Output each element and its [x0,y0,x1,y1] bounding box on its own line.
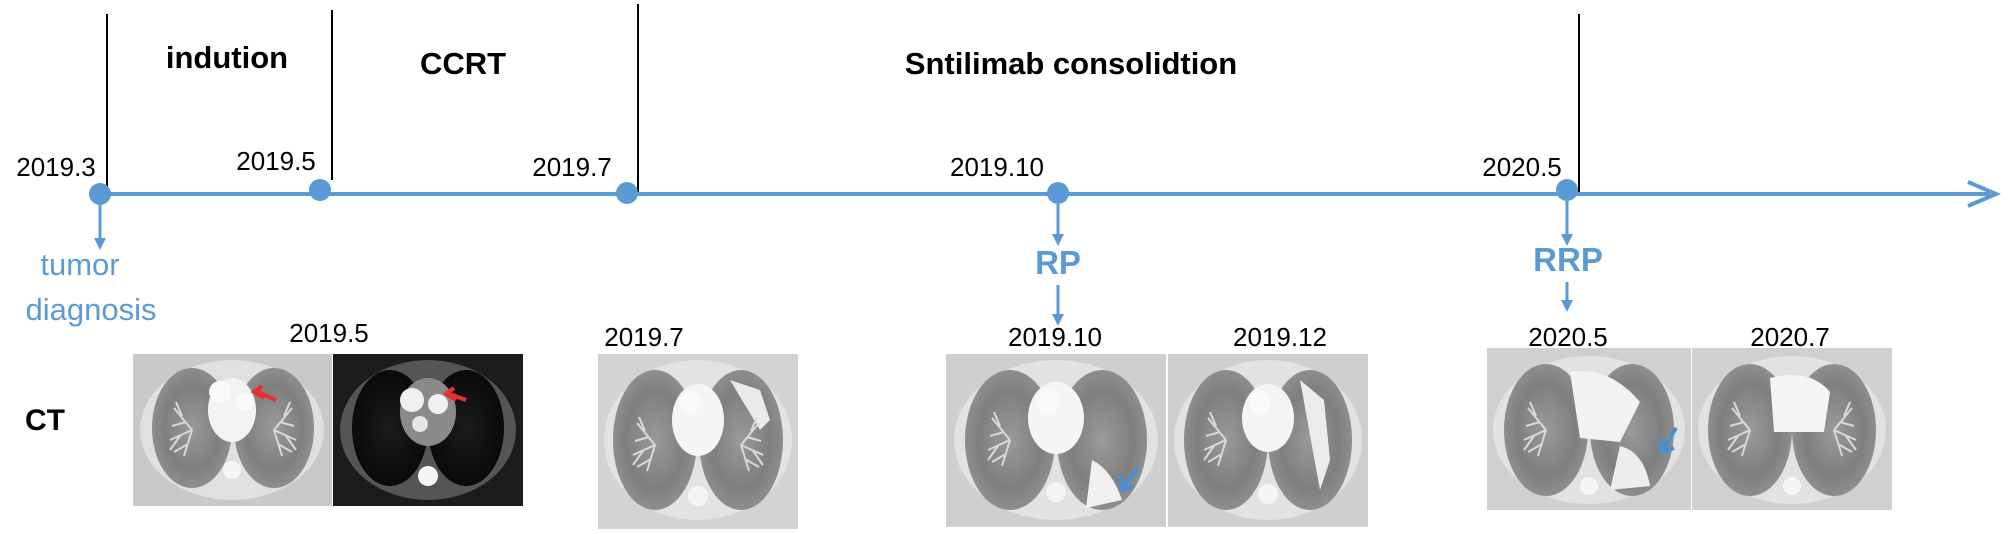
timeline-date-label: 2019.3 [16,152,96,182]
timeline-point-2019-7 [616,182,638,204]
rrp-label: RRP [1533,241,1603,278]
ct-date-label: 2019.12 [1233,322,1327,352]
diagnosis-label-line2: diagnosis [26,292,157,327]
ct-image-2019-7 [598,354,798,529]
ct-row-label: CT [25,404,65,437]
timeline-date-label: 2019.10 [950,152,1044,182]
timeline-arrowhead [1967,180,2002,208]
ct-image-2019-12 [1168,354,1368,527]
ct-image-2019-10 [946,354,1166,527]
phase-label-induction: indution [166,40,288,75]
ct-image-2020-7 [1692,348,1892,510]
timeline-date-label: 2019.7 [532,152,612,182]
timeline-date-label: 2019.5 [236,146,316,176]
ct-date-label: 2020.5 [1528,322,1608,352]
ct-image-2020-5 [1487,348,1691,510]
timeline-point-2019-10 [1047,182,1069,204]
timeline-point-2020-5 [1556,179,1578,201]
timeline-date-label: 2020.5 [1482,152,1562,182]
ct-date-label: 2019.5 [289,318,369,348]
timeline-point-2019-3 [89,183,111,205]
rp-label: RP [1035,244,1081,281]
ct-date-label: 2019.10 [1008,322,1102,352]
ct-date-label: 2019.7 [604,322,684,352]
ct-image-2019-5-mediastinal [333,354,523,506]
ct-image-2019-5-lung [133,354,332,506]
timeline-point-2019-5 [309,179,331,201]
diagnosis-label-line1: tumor [40,247,119,282]
ct-date-label: 2020.7 [1750,322,1830,352]
phase-label-consolidation: Sntilimab consolidtion [905,46,1237,81]
phase-label-ccrt: CCRT [420,46,506,81]
